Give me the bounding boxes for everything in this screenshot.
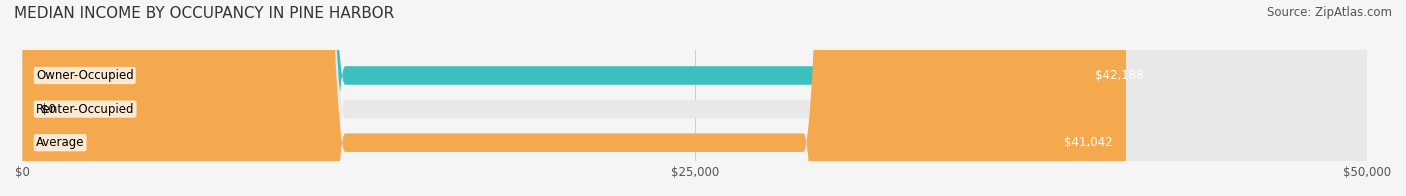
Text: Source: ZipAtlas.com: Source: ZipAtlas.com [1267, 6, 1392, 19]
FancyBboxPatch shape [22, 0, 1367, 196]
Text: $0: $0 [41, 103, 56, 116]
Text: $42,188: $42,188 [1095, 69, 1143, 82]
FancyBboxPatch shape [22, 0, 1157, 196]
Text: $41,042: $41,042 [1064, 136, 1112, 149]
FancyBboxPatch shape [22, 0, 1126, 196]
FancyBboxPatch shape [22, 0, 1367, 196]
Text: MEDIAN INCOME BY OCCUPANCY IN PINE HARBOR: MEDIAN INCOME BY OCCUPANCY IN PINE HARBO… [14, 6, 394, 21]
Text: Average: Average [37, 136, 84, 149]
Text: Owner-Occupied: Owner-Occupied [37, 69, 134, 82]
Text: Renter-Occupied: Renter-Occupied [37, 103, 135, 116]
FancyBboxPatch shape [22, 0, 1367, 196]
